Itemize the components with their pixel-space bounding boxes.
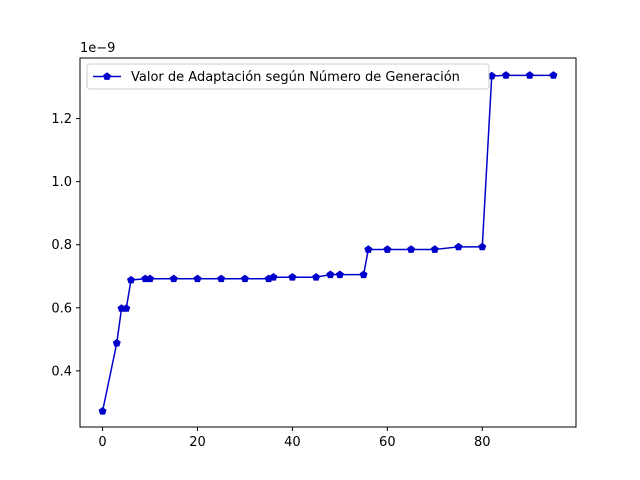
data-point-marker [383,245,392,253]
data-point-marker [312,272,321,281]
y-tick-label: 0.6 [51,301,72,316]
y-tick-label: 1.0 [51,175,72,190]
data-point-marker [549,71,558,79]
data-point-marker [193,274,202,283]
legend: Valor de Adaptación según Número de Gene… [86,63,490,90]
data-point-marker [430,245,439,253]
data-point-marker [269,272,278,281]
x-tick-label: 20 [189,435,206,450]
data-point-marker [407,245,416,253]
y-axis: 0.4 0.6 0.8 1.0 1.2 [51,112,80,379]
data-point-marker [454,242,463,251]
legend-label: Valor de Adaptación según Número de Gene… [131,70,460,85]
x-tick-label: 0 [98,435,106,450]
data-point-marker [288,272,297,281]
data-point-marker [98,407,107,415]
x-tick-label: 40 [284,435,301,450]
data-point-marker [240,274,249,283]
data-point-marker [335,270,344,279]
data-point-marker [146,274,154,283]
data-point-marker [359,270,368,279]
data-point-marker [217,274,226,283]
legend-marker-pentagon-icon [103,72,111,80]
data-point-marker [502,71,510,79]
data-point-marker [364,245,373,253]
x-tick-label: 80 [474,435,491,450]
data-point-marker [478,242,487,251]
data-point-marker [127,275,136,284]
series-layer [98,71,558,415]
data-point-marker [112,338,121,347]
legend-box [86,63,490,90]
y-tick-label: 1.2 [51,112,72,127]
data-point-marker [525,71,534,79]
data-point-marker [326,270,335,279]
data-point-marker [487,71,496,80]
data-point-marker [122,304,131,312]
y-axis-offset-label: 1e−9 [80,41,115,56]
y-tick-label: 0.4 [51,364,72,379]
x-tick-label: 60 [379,435,396,450]
data-point-marker [169,274,178,283]
x-axis: 0 20 40 60 80 [98,427,491,450]
series-line [101,74,554,412]
axes-frame [79,57,577,428]
y-tick-label: 0.8 [51,238,72,253]
